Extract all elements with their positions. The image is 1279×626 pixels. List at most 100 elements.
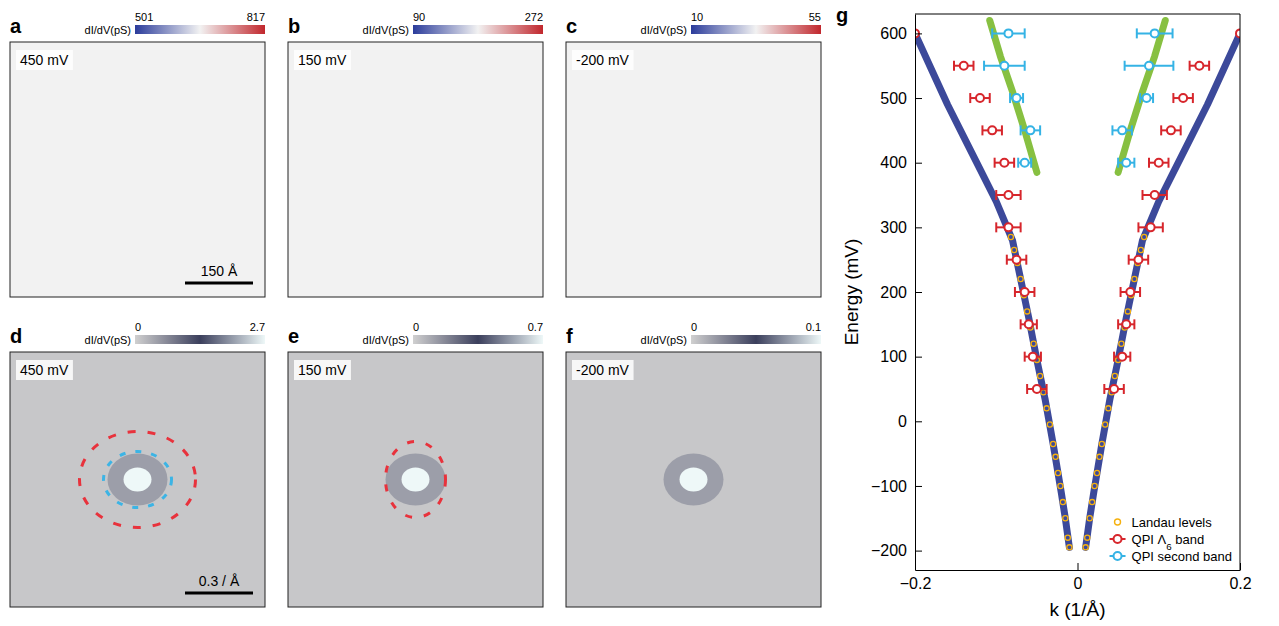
point: [1090, 500, 1095, 505]
point: [1000, 62, 1008, 70]
error-bar-cap: [983, 61, 985, 71]
error-bar-cap: [969, 93, 971, 103]
panel: 00.7dI/dV(pS)e150 mV: [288, 321, 543, 607]
error-bar: [984, 61, 1025, 71]
error-bar-cap: [1208, 61, 1210, 71]
point: [1087, 516, 1092, 521]
error-bar-cap: [1006, 255, 1008, 265]
x-tick-label: 0: [1074, 575, 1083, 592]
error-bar-cap: [1124, 61, 1126, 71]
point: [976, 94, 984, 102]
point: [960, 62, 968, 70]
colorbar-tick-label: 55: [809, 11, 821, 23]
scale-bar: [185, 282, 253, 285]
y-tick: 300: [880, 219, 922, 236]
error-bar: [1143, 190, 1167, 200]
panel: 02.7dI/dV(pS)d450 mV0.3 / Å: [10, 321, 265, 607]
error-bar: [1021, 319, 1037, 329]
error-bar-cap: [1166, 190, 1168, 200]
point: [1008, 234, 1013, 239]
error-bar-cap: [1129, 352, 1131, 362]
point: [1118, 353, 1126, 361]
legend-marker: [1114, 552, 1122, 560]
error-bar: [1118, 158, 1134, 168]
y-tick: −200: [871, 542, 922, 559]
qpi-marker: [104, 452, 172, 508]
y-tick: 500: [880, 90, 922, 107]
error-bar-cap: [1025, 255, 1027, 265]
error-bar-cap: [1168, 158, 1170, 168]
colorbar-tick-label: 0: [135, 321, 141, 333]
error-bar-cap: [1133, 158, 1135, 168]
point: [1103, 422, 1108, 427]
colorbar-label: dI/dV(pS): [85, 334, 131, 346]
error-bar-cap: [1136, 28, 1138, 38]
y-tick-label: 0: [898, 413, 907, 430]
colorbar-tick-label: 0.1: [806, 321, 821, 333]
error-bar-cap: [991, 28, 993, 38]
legend: Landau levelsQPI Λ6 bandQPI second band: [1110, 515, 1232, 564]
panel: 00.1dI/dV(pS)f-200 mV: [566, 321, 821, 607]
y-tick-mark: [915, 551, 922, 552]
y-tick-mark: [915, 357, 922, 358]
point: [1004, 191, 1012, 199]
point: [1147, 223, 1155, 231]
x-tick-label: −0.2: [900, 575, 932, 592]
y-tick: 0: [898, 413, 922, 430]
point: [1151, 29, 1159, 37]
fft-core: [124, 468, 152, 492]
y-tick-label: −200: [871, 542, 907, 559]
colorbar-tick-label: 10: [691, 11, 703, 23]
x-axis-title: k (1/Å): [1050, 599, 1106, 620]
point: [1047, 422, 1052, 427]
y-tick: −100: [871, 478, 922, 495]
colorbar-tick-label: 0: [413, 321, 419, 333]
error-bar: [1018, 158, 1031, 168]
y-tick-label: 100: [880, 348, 907, 365]
error-bar: [1114, 352, 1130, 362]
error-bar-cap: [1017, 158, 1019, 168]
error-bar-cap: [1148, 158, 1150, 168]
point: [1000, 159, 1008, 167]
point: [1025, 309, 1030, 314]
point: [1013, 256, 1021, 264]
error-bar-cap: [1172, 93, 1174, 103]
colorbar-tick-label: 272: [525, 11, 543, 23]
error-bar-cap: [1162, 222, 1164, 232]
panel: 1055dI/dV(pS)c-200 mV: [566, 11, 821, 297]
series: [1008, 234, 1146, 550]
error-bar-cap: [1020, 319, 1022, 329]
point: [1112, 373, 1117, 378]
y-axis: −200−1000100200300400500600: [871, 15, 922, 571]
point: [1099, 441, 1104, 446]
point: [1155, 159, 1163, 167]
point: [1018, 276, 1023, 281]
panel: 90272dI/dV(pS)b150 mV: [288, 11, 543, 297]
error-bar: [1140, 93, 1153, 103]
colorbar: [691, 25, 821, 34]
panel: 501817dI/dV(pS)a450 mV150 Å: [10, 11, 265, 297]
error-bar-cap: [1113, 352, 1115, 362]
colorbar-label: dI/dV(pS): [363, 24, 409, 36]
image-map: [566, 42, 821, 297]
point: [1119, 341, 1124, 346]
point: [1083, 545, 1088, 550]
error-bar-cap: [1001, 125, 1003, 135]
error-bar-cap: [1120, 287, 1122, 297]
colorbar-tick-label: 0: [691, 321, 697, 333]
label-background: [572, 50, 634, 70]
error-bar-cap: [1111, 125, 1113, 135]
error-bar-cap: [1117, 158, 1119, 168]
label-background: [294, 50, 351, 70]
panel-letter: c: [566, 15, 577, 37]
error-bar: [954, 61, 974, 71]
fft-center: [664, 454, 724, 506]
error-bar-cap: [1040, 352, 1042, 362]
y-axis-title: Energy (mV): [841, 239, 862, 346]
image-map: [10, 42, 265, 297]
point: [1236, 29, 1240, 37]
colorbar-tick-label: 0.7: [528, 321, 543, 333]
colorbar: [691, 335, 821, 344]
point: [1179, 94, 1187, 102]
point: [1067, 545, 1072, 550]
